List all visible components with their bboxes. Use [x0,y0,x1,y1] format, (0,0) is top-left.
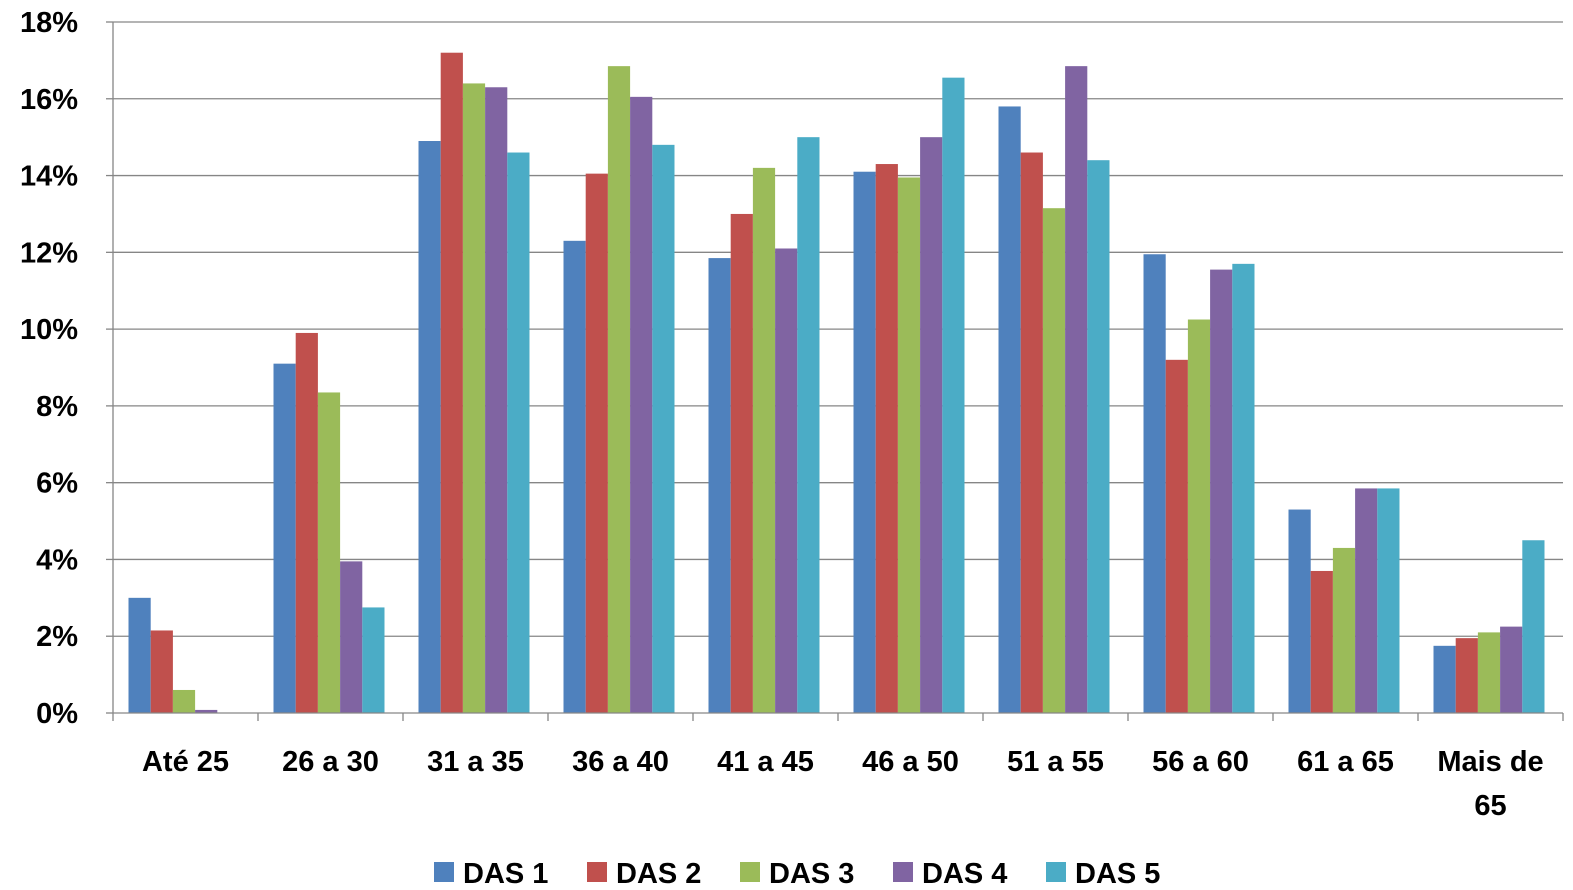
legend-item-das-3: DAS 3 [740,858,854,890]
legend-swatch [434,862,454,882]
y-tick-label: 10% [20,314,78,346]
bar-das-1-7 [1143,254,1166,713]
bar-das-5-7 [1232,263,1255,713]
bar-das-2-4 [730,213,753,713]
legend-label: DAS 3 [769,858,854,890]
y-tick-label: 18% [20,7,78,39]
bar-das-5-4 [797,137,820,713]
bar-das-2-7 [1165,359,1188,713]
bar-das-3-9 [1477,632,1501,713]
legend-label: DAS 2 [616,858,701,890]
legend-label: DAS 4 [922,858,1007,890]
bar-das-5-2 [507,152,530,713]
bar-das-3-8 [1332,547,1356,713]
bar-das-3-1 [317,392,341,713]
legend-swatch [893,862,913,882]
bar-das-3-5 [897,177,921,714]
bar-das-4-9 [1500,626,1523,713]
x-category-label: 46 a 50 [862,746,959,778]
bar-das-1-0 [128,597,151,713]
x-category-label: Mais de 65 [1437,746,1543,822]
bar-das-5-1 [362,607,385,713]
bar-das-1-9 [1433,645,1456,713]
y-tick-label: 16% [20,84,78,116]
x-category-label: 56 a 60 [1152,746,1249,778]
bar-das-4-0 [195,709,218,713]
bar-das-3-3 [607,66,631,714]
bar-das-3-2 [462,83,486,713]
bar-das-1-6 [998,106,1021,713]
bar-das-4-8 [1355,488,1378,713]
legend: DAS 1 DAS 2 DAS 3 DAS 4 DAS 5 [434,858,1160,890]
bar-das-3-7 [1187,319,1211,713]
legend-label: DAS 1 [463,858,548,890]
legend-label: DAS 5 [1075,858,1160,890]
y-tick-label: 12% [20,237,78,269]
bar-das-1-2 [418,141,441,713]
legend-item-das-4: DAS 4 [893,858,1007,890]
bar-das-4-2 [485,87,508,713]
x-category-label: 41 a 45 [717,746,814,778]
bar-das-2-9 [1455,638,1478,713]
bar-das-5-3 [652,144,675,713]
x-category-label: Até 25 [142,746,229,778]
bar-das-2-5 [875,164,898,714]
legend-item-das-2: DAS 2 [587,858,701,890]
bar-das-5-8 [1377,488,1400,713]
bars [128,52,1545,714]
bar-das-2-3 [585,173,608,713]
x-category-label: 61 a 65 [1297,746,1394,778]
y-tick-label: 2% [36,621,78,653]
bar-das-4-4 [775,248,798,713]
bar-das-4-7 [1210,269,1233,713]
y-axis-tick-labels: 0% 2% 4% 6% 8% 10% 12% 14% 16% 18% [20,7,78,730]
legend-item-das-5: DAS 5 [1046,858,1160,890]
y-tick-label: 6% [36,468,78,500]
x-category-label: 26 a 30 [282,746,379,778]
legend-swatch [587,862,607,882]
bar-das-5-5 [942,77,965,714]
x-category-label: 51 a 55 [1007,746,1104,778]
legend-item-das-1: DAS 1 [434,858,548,890]
x-category-label: 36 a 40 [572,746,669,778]
y-tick-label: 0% [36,698,78,730]
gridlines [113,21,1563,637]
bar-das-5-6 [1087,160,1110,713]
bar-das-1-1 [273,363,296,713]
y-tick-label: 8% [36,391,78,423]
bar-das-3-4 [752,167,776,713]
bar-das-2-2 [440,52,463,713]
legend-swatch [740,862,760,882]
bar-das-4-6 [1065,66,1088,714]
bar-das-5-9 [1522,540,1545,713]
bar-das-3-0 [172,689,196,713]
bar-das-2-8 [1310,570,1333,713]
bar-das-4-3 [630,96,653,713]
x-axis-category-labels: Até 25 26 a 30 31 a 35 36 a 40 41 a 45 46 a 5… [142,746,1544,822]
x-category-label: 31 a 35 [427,746,524,778]
bar-das-1-8 [1288,509,1311,713]
bar-das-1-5 [853,171,876,713]
y-tick-label: 14% [20,161,78,193]
legend-swatch [1046,862,1066,882]
y-tick-label: 4% [36,544,78,576]
bar-das-4-5 [920,137,943,713]
bar-das-4-1 [340,561,363,713]
bar-das-1-3 [563,240,586,714]
bar-das-3-6 [1042,208,1066,714]
bar-das-2-6 [1020,152,1043,713]
bar-das-2-1 [295,332,318,713]
axes [106,21,1564,721]
bar-das-2-0 [150,630,173,713]
bar-das-1-4 [708,258,731,713]
